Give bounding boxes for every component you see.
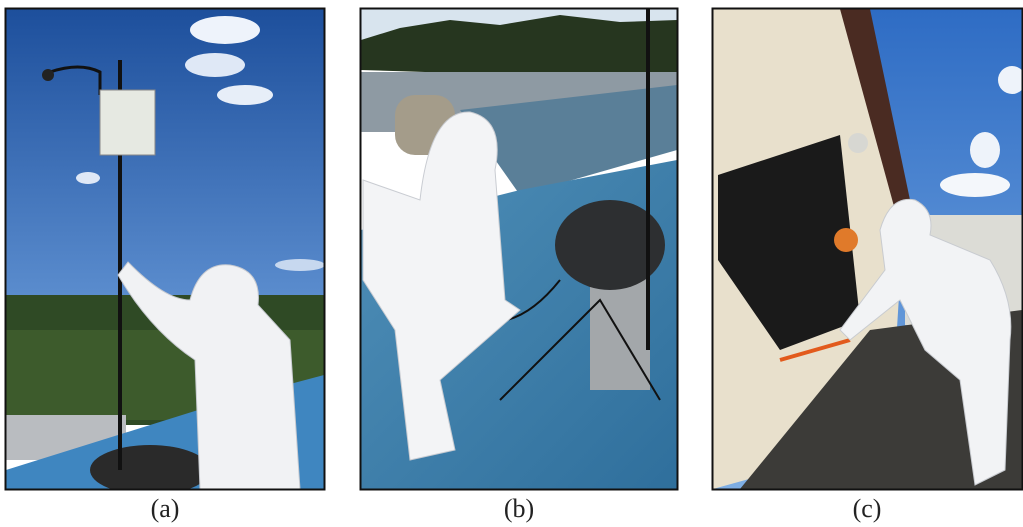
cloud [190, 16, 260, 44]
cloud [940, 173, 1010, 197]
figure: (a) (b) (c) [0, 0, 1023, 527]
photo-c [713, 9, 1023, 489]
cloud [275, 259, 325, 271]
cloud [970, 132, 1000, 168]
cloud [217, 85, 273, 105]
lamp [848, 133, 868, 153]
photo-b [361, 9, 677, 489]
fan-label [834, 228, 858, 252]
duct [90, 445, 210, 495]
photo-a [6, 9, 325, 495]
caption-a: (a) [151, 494, 180, 523]
caption-b: (b) [504, 494, 534, 523]
anemometer [42, 69, 54, 81]
cloud [185, 53, 245, 77]
cloud [76, 172, 100, 184]
logger-box [100, 90, 155, 155]
caption-c: (c) [853, 494, 882, 523]
